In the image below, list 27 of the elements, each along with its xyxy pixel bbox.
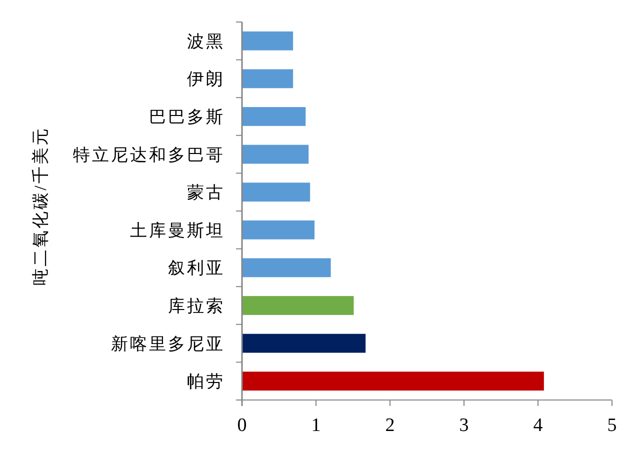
bar xyxy=(242,107,306,126)
x-tick-label: 5 xyxy=(607,415,617,436)
x-tick-label: 3 xyxy=(459,415,469,436)
x-tick-label: 4 xyxy=(533,415,544,436)
y-tick-label: 库拉索 xyxy=(168,296,225,316)
y-tick-label: 叙利亚 xyxy=(168,258,225,278)
y-tick-label: 蒙古 xyxy=(187,183,225,202)
y-axis-title: 吨二氧化碳/千美元 xyxy=(31,126,50,286)
y-tick-label: 帕劳 xyxy=(187,372,225,392)
bar xyxy=(242,69,294,88)
y-tick-label: 新喀里多尼亚 xyxy=(111,334,225,354)
bar xyxy=(242,258,331,278)
y-tick-label: 波黑 xyxy=(187,32,225,51)
y-tick-label: 伊朗 xyxy=(187,70,225,89)
y-tick-label: 特立尼达和多巴哥 xyxy=(73,145,225,164)
y-tick-label: 巴巴多斯 xyxy=(149,108,225,126)
bar xyxy=(242,182,310,202)
x-tick-label: 1 xyxy=(311,415,321,436)
y-tick-label: 土库曼斯坦 xyxy=(130,220,225,240)
bar xyxy=(242,334,366,353)
bar xyxy=(242,372,544,391)
bar xyxy=(242,31,294,50)
bar xyxy=(242,220,315,240)
x-tick-label: 0 xyxy=(237,415,247,436)
bar xyxy=(242,144,309,164)
x-tick-label: 2 xyxy=(385,415,395,436)
bar xyxy=(242,296,354,315)
